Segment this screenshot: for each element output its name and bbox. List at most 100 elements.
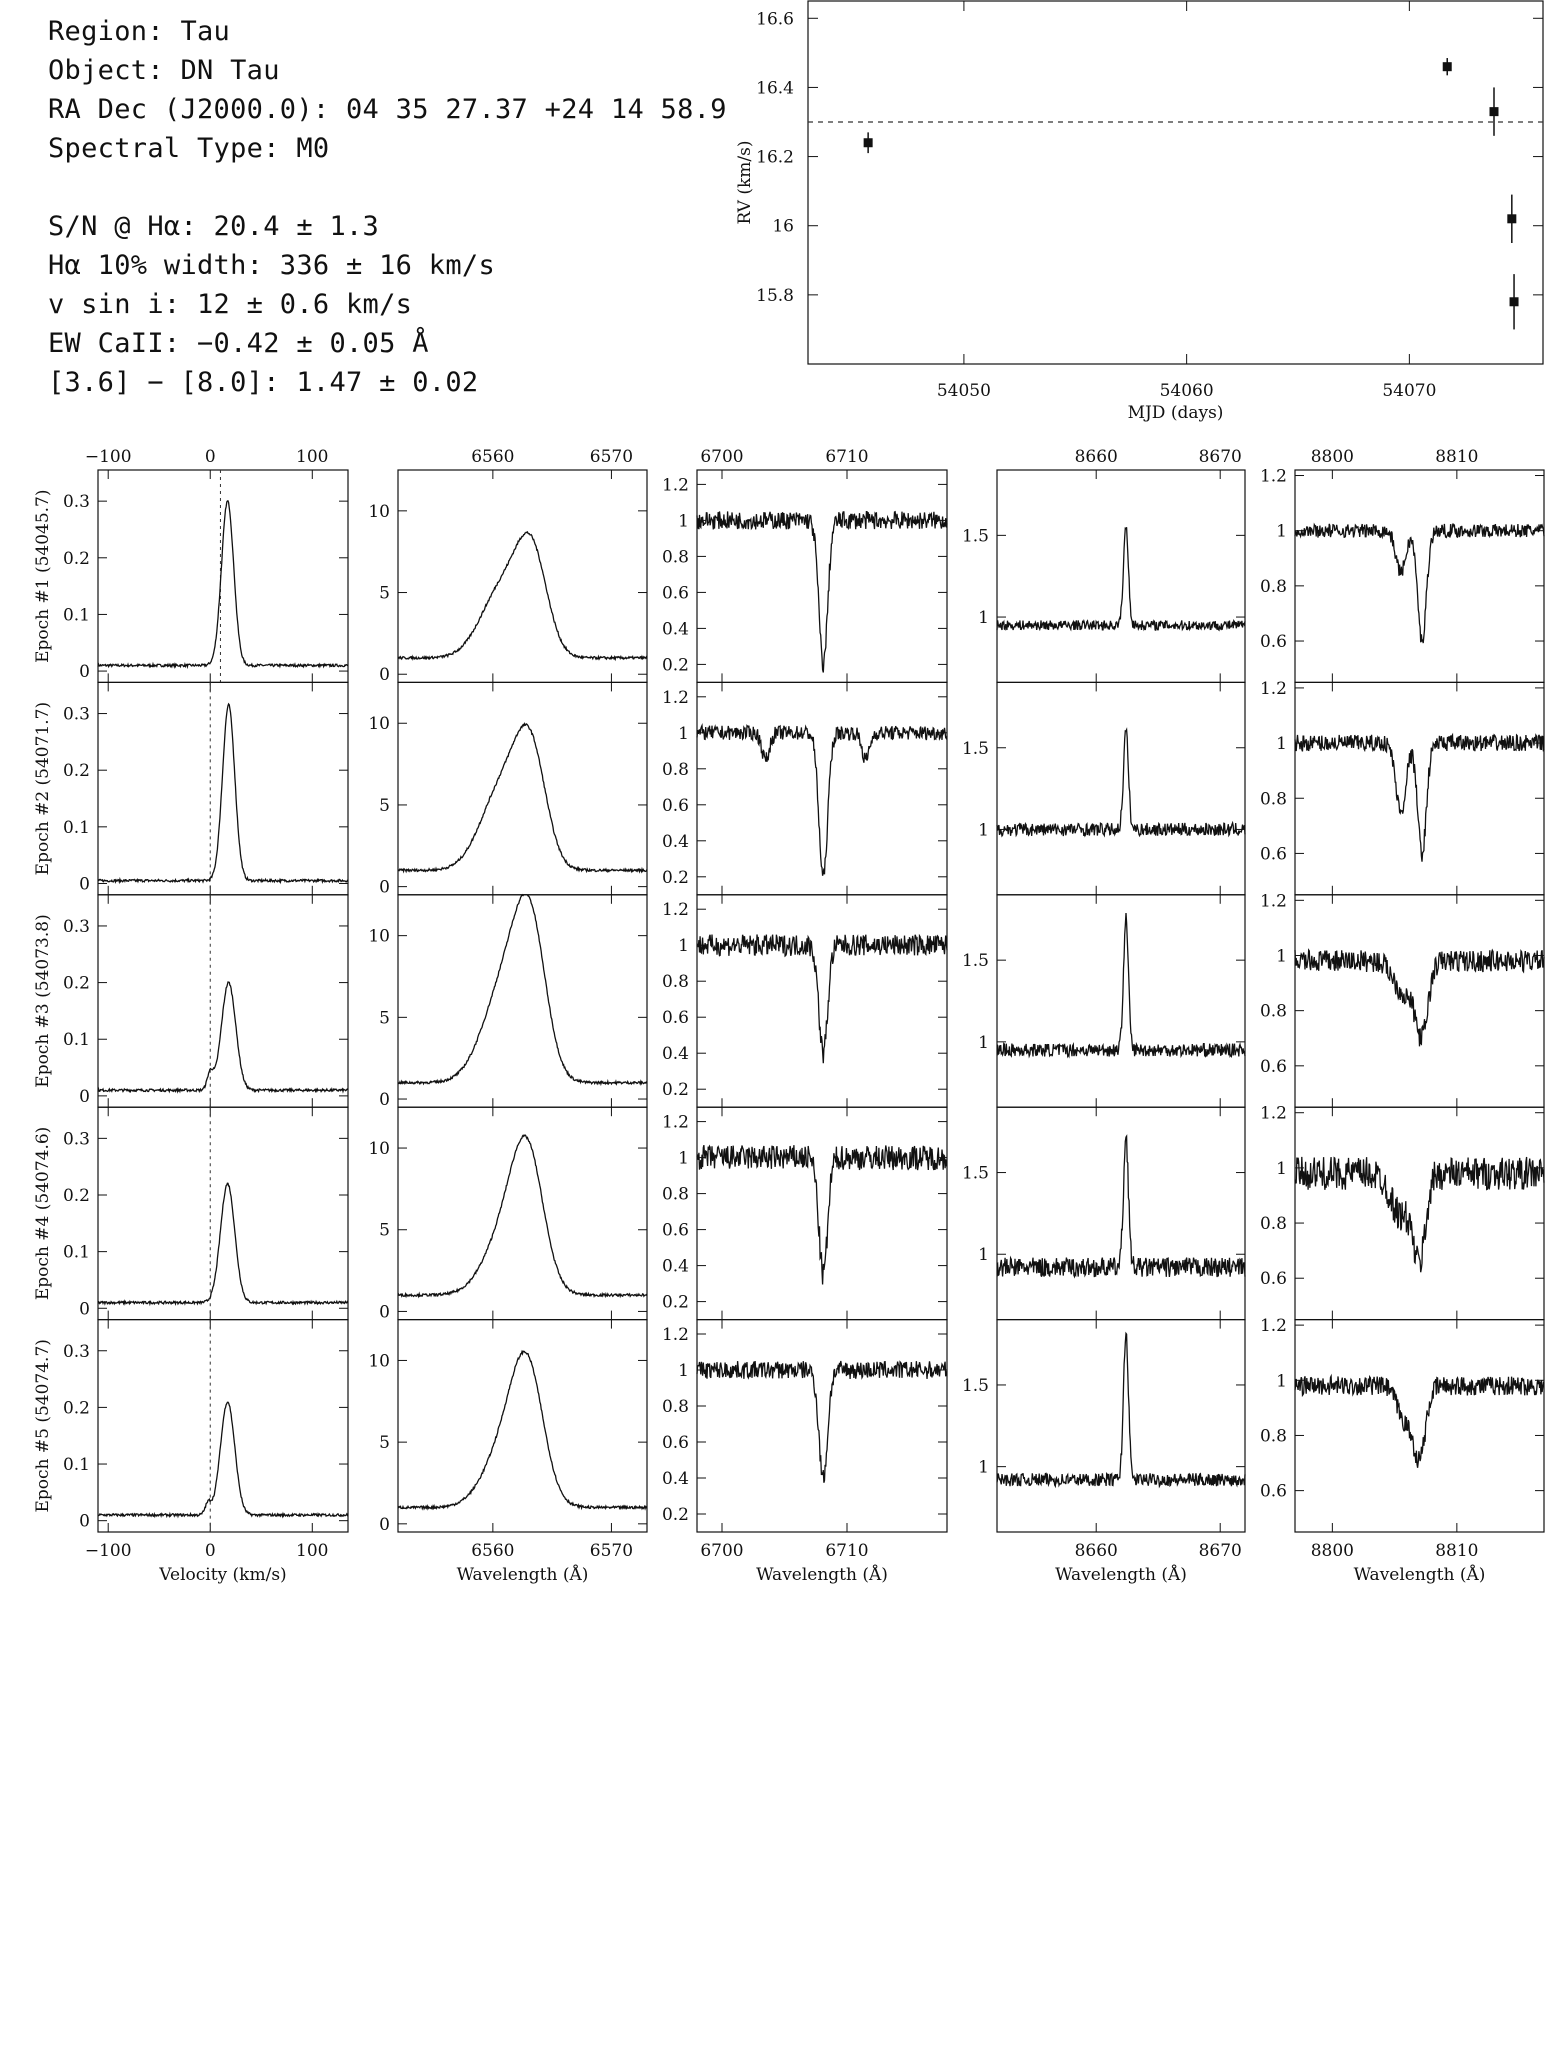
panel-ytick-label: 1.2 <box>662 1325 689 1345</box>
panel-ytick-label: 0.8 <box>662 972 689 992</box>
rv-ytick-label: 16.2 <box>756 148 794 168</box>
grid-top-xtick-label: 6570 <box>590 447 633 467</box>
spectrum-panel: 0 0.1 0.2 0.3 <box>63 1106 349 1321</box>
panel-ytick-label: 10 <box>368 502 390 522</box>
panel-ytick-label: 0.8 <box>1260 1214 1287 1234</box>
panel-ytick-label: 10 <box>368 1139 390 1159</box>
spectrum-panel: 0 0.1 0.2 0.3 <box>63 1318 349 1533</box>
panel-ytick-label: 1 <box>678 1361 689 1381</box>
spectrum-panel: 0 5 10 <box>368 681 648 898</box>
panel-ytick-label: 1 <box>978 1033 989 1053</box>
panel-frame <box>696 1318 948 1533</box>
panel-frame <box>996 1106 1246 1321</box>
panel-ytick-label: 0.1 <box>63 1243 90 1263</box>
grid-top-xtick-label: 6560 <box>471 447 514 467</box>
panel-ytick-label: 0 <box>379 1090 390 1110</box>
panel-ytick-label: 1.2 <box>662 688 689 708</box>
panel-ytick-label: 1.5 <box>962 526 989 546</box>
epoch-label: Epoch #1 (54045.7) <box>33 489 53 662</box>
spectrum-line <box>1294 1156 1545 1273</box>
panel-ytick-label: 1 <box>1276 1371 1287 1391</box>
grid-bottom-xtick-label: 8660 <box>1075 1541 1118 1561</box>
panel-ytick-label: 0.6 <box>662 1008 689 1028</box>
panel-ytick-label: 0.4 <box>662 1044 689 1064</box>
panel-frame <box>696 681 948 896</box>
panel-ytick-label: 10 <box>368 1351 390 1371</box>
spectrum-line <box>1294 1373 1545 1468</box>
rv-ytick-label: 15.8 <box>756 286 794 306</box>
panel-ytick-label: 0.6 <box>662 583 689 603</box>
panel-ytick-label: 0.2 <box>662 655 689 675</box>
panel-frame <box>1294 894 1545 1108</box>
panel-frame <box>397 894 648 1108</box>
rv-xtick-label: 54060 <box>1160 381 1214 401</box>
panel-ytick-label: 0.2 <box>63 1186 90 1206</box>
panel-ytick-label: 5 <box>379 1221 390 1241</box>
panel-ytick-label: 1 <box>1276 734 1287 754</box>
panel-ytick-label: 0.8 <box>662 547 689 567</box>
info-snr: S/N @ Hα: 20.4 ± 1.3 <box>48 211 380 242</box>
panel-frame <box>996 894 1246 1108</box>
panel-ytick-label: 0.2 <box>63 1398 90 1418</box>
spectrum-line <box>397 1349 648 1511</box>
panel-ytick-label: 5 <box>379 584 390 604</box>
spectrum-panel: 11.5 <box>962 1318 1246 1533</box>
spectrum-line <box>97 1182 349 1307</box>
grid-top-xtick-label: 6700 <box>700 447 743 467</box>
info-vsini: v sin i: 12 ± 0.6 km/s <box>48 289 413 320</box>
spectrum-panel: 0.6 0.8 1 1.2 <box>1260 467 1545 683</box>
panel-frame <box>1294 469 1545 683</box>
grid-xlabel: Wavelength (Å) <box>1055 1564 1187 1585</box>
panel-ytick-label: 1.2 <box>1260 891 1287 911</box>
panel-ytick-label: 0 <box>79 874 90 894</box>
panel-frame <box>397 469 648 683</box>
spectrum-panel: 0 0.1 0.2 0.3 <box>63 469 349 683</box>
panel-ytick-label: 1 <box>678 724 689 744</box>
panel-frame <box>996 469 1246 683</box>
spectrum-line <box>397 530 648 662</box>
grid-top-xtick-label: 6710 <box>825 447 868 467</box>
panel-ytick-label: 1 <box>978 608 989 628</box>
spectrum-panel: 11.5 <box>962 681 1246 896</box>
spectrum-line <box>397 893 648 1087</box>
panel-ytick-label: 1 <box>1276 1159 1287 1179</box>
panel-ytick-label: 0 <box>79 1087 90 1107</box>
panel-ytick-label: 0.8 <box>662 1185 689 1205</box>
spectrum-panel: 0 5 10 <box>368 469 648 685</box>
panel-ytick-label: 0.4 <box>662 1257 689 1277</box>
grid-top-xtick-label: 8660 <box>1075 447 1118 467</box>
grid-top-xtick-label: 8670 <box>1199 447 1242 467</box>
epoch-label: Epoch #2 (54071.7) <box>33 702 53 875</box>
grid-bottom-xtick-label: 6710 <box>825 1541 868 1561</box>
panel-ytick-label: 1 <box>678 936 689 956</box>
grid-xlabel: Wavelength (Å) <box>756 1564 888 1585</box>
panel-ytick-label: 0.2 <box>662 1505 689 1525</box>
panel-frame <box>97 1106 349 1321</box>
epoch-label: Epoch #5 (54074.7) <box>33 1339 53 1512</box>
grid-bottom-xtick-label: 0 <box>205 1541 216 1561</box>
rv-xtick-label: 54050 <box>937 381 991 401</box>
panel-ytick-label: 0.8 <box>662 1397 689 1417</box>
panel-ytick-label: 1.2 <box>662 475 689 495</box>
panel-ytick-label: 0.6 <box>662 1433 689 1453</box>
panel-frame <box>1294 1106 1545 1321</box>
spectrum-panel: 0 0.1 0.2 0.3 <box>63 681 349 896</box>
panel-ytick-label: 0 <box>379 665 390 685</box>
panel-frame <box>97 894 349 1108</box>
info-halpha-width: Hα 10% width: 336 ± 16 km/s <box>48 250 495 281</box>
panel-ytick-label: 0.1 <box>63 605 90 625</box>
panel-ytick-label: 0 <box>379 878 390 898</box>
panel-frame <box>97 1318 349 1533</box>
rv-ytick-label: 16 <box>772 217 794 237</box>
panel-ytick-label: 0.3 <box>63 1129 90 1149</box>
panel-ytick-label: 0 <box>79 1512 90 1532</box>
spectrum-line <box>696 1144 948 1285</box>
rv-point <box>863 138 873 148</box>
spectrum-panel: 0.6 0.8 1 1.2 <box>1260 1104 1545 1321</box>
panel-ytick-label: 1.2 <box>1260 679 1287 699</box>
grid-xlabel: Wavelength (Å) <box>457 1564 589 1585</box>
rv-point <box>1509 297 1519 307</box>
spectrum-panel: 0.2 0.4 0.6 0.8 1 1.2 <box>662 681 948 896</box>
spectrum-panel: 0.2 0.4 0.6 0.8 1 1.2 <box>662 1318 948 1533</box>
panel-frame <box>97 469 349 683</box>
